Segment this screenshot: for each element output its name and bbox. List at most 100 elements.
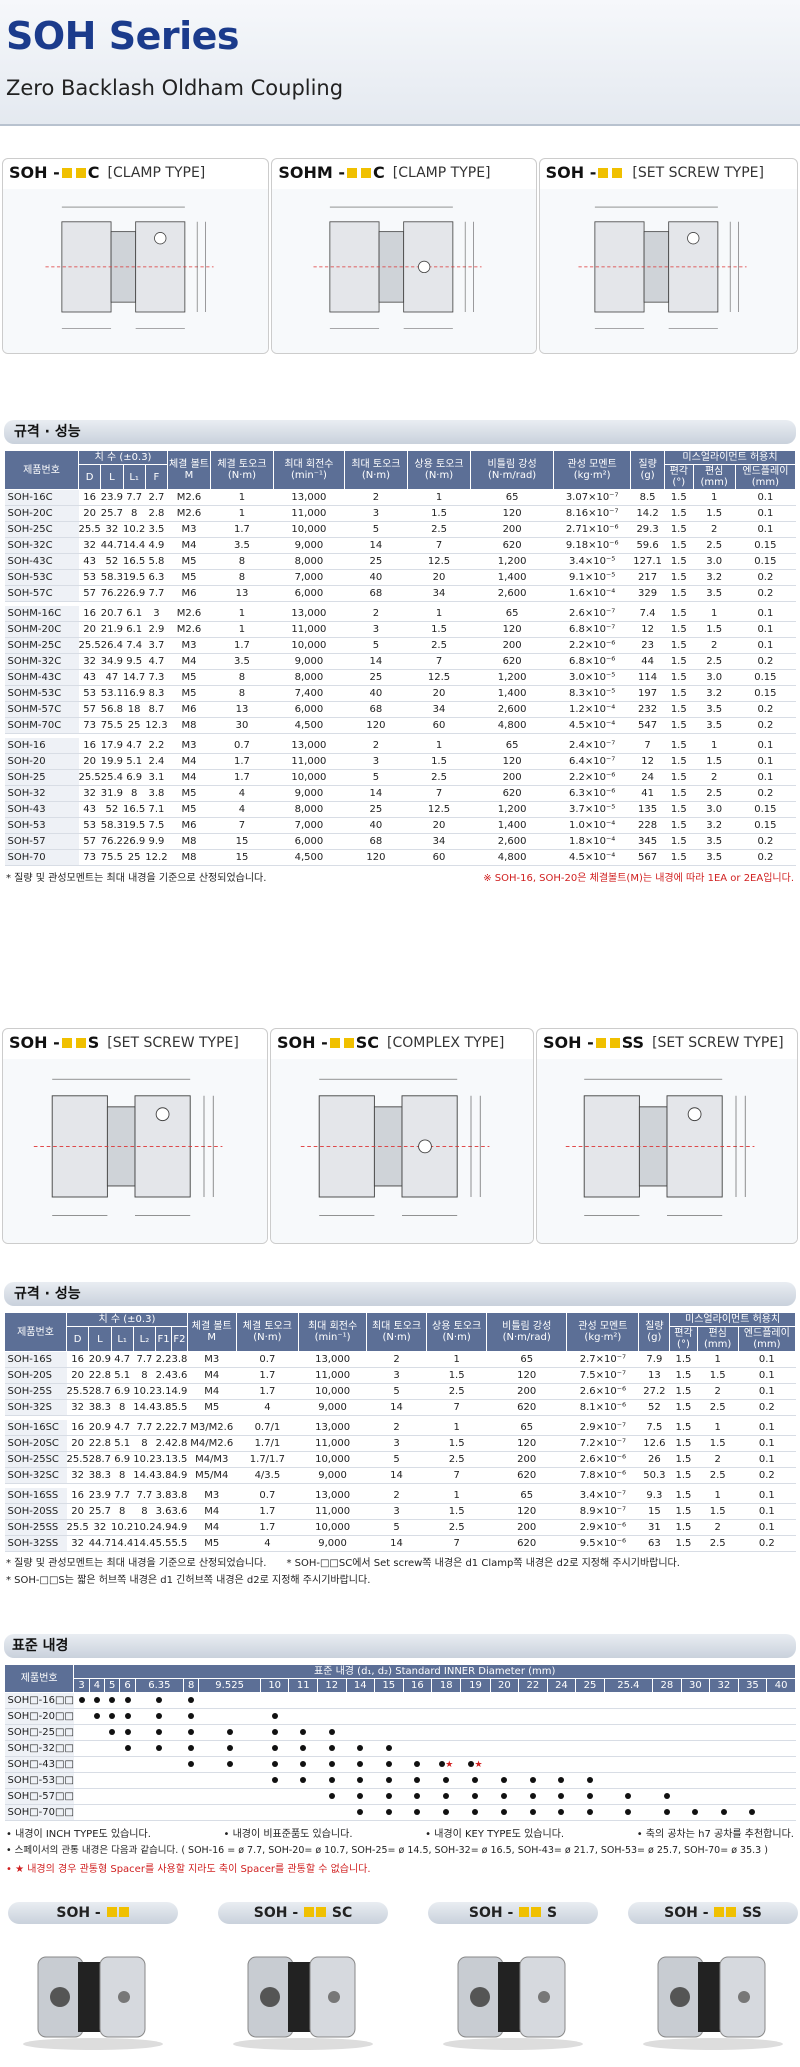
placeholder-square <box>304 1907 315 1917</box>
value-cell: 73 <box>78 849 101 866</box>
model-cell: SOHM-20C <box>4 621 79 638</box>
bore-cell <box>575 1692 605 1709</box>
value-cell: 1.5 <box>697 1503 739 1520</box>
value-cell: 2.71×10⁻⁶ <box>553 521 631 538</box>
bore-cell <box>738 1708 767 1725</box>
available-dot-icon <box>188 1761 195 1767</box>
bore-cell <box>135 1708 184 1725</box>
available-dot-icon <box>357 1745 364 1751</box>
sub-header: D <box>65 1326 90 1352</box>
bore-cell <box>135 1772 184 1789</box>
value-cell: 2.7 <box>171 1419 188 1436</box>
placeholder-square <box>316 1907 327 1917</box>
value-cell: 32 <box>66 1467 89 1484</box>
available-dot-icon <box>156 1745 163 1751</box>
value-cell: 10.2 <box>111 1519 134 1536</box>
bore-cell <box>198 1708 261 1725</box>
available-dot-icon <box>271 1777 278 1783</box>
bore-cell <box>288 1708 318 1725</box>
bore-cell <box>260 1724 289 1741</box>
value-cell: 3 <box>344 505 408 522</box>
value-cell: 50.3 <box>638 1467 670 1484</box>
value-cell: M4 <box>167 753 211 770</box>
available-dot-icon <box>385 1777 392 1783</box>
value-cell: 7.5 <box>638 1419 670 1436</box>
bore-cell <box>73 1788 90 1805</box>
bore-size: 8 <box>183 1678 200 1693</box>
value-cell: 2.2 <box>145 737 168 754</box>
bore-cell <box>604 1804 653 1821</box>
value-cell: M4/M3 <box>187 1451 237 1468</box>
value-cell: 20 <box>78 621 101 638</box>
value-cell: 0.1 <box>738 1519 796 1536</box>
spec-table-2: 제품번호 치 수 (±0.3) 체결 볼트 M 체결 토오크 (N·m) 최대 회전수 … <box>4 1312 797 1552</box>
value-cell: 547 <box>630 717 665 734</box>
value-cell: 16.5 <box>123 553 146 570</box>
bore-cell <box>89 1724 105 1741</box>
value-cell: 40 <box>344 685 408 702</box>
value-cell: 8.1×10⁻⁶ <box>566 1399 639 1416</box>
bore-cell <box>709 1740 739 1757</box>
value-cell: 7.7 <box>133 1487 156 1504</box>
star-icon: ★ <box>474 1760 483 1770</box>
model-cell: SOH-25SS <box>4 1519 67 1536</box>
value-cell: 2.5 <box>697 1399 739 1416</box>
drawing-panel: SOHM - C [CLAMP TYPE] <box>271 158 537 354</box>
value-cell: 14.7 <box>123 669 146 686</box>
value-cell: 6.8×10⁻⁶ <box>553 653 631 670</box>
bore-cell <box>604 1772 653 1789</box>
coupling-drawing-icon <box>33 1078 223 1216</box>
value-cell: 0.15 <box>735 685 796 702</box>
bore-cell <box>738 1740 767 1757</box>
bore-cell: ★ <box>431 1756 461 1773</box>
value-cell: M6 <box>167 585 211 602</box>
drawing-suffix: SC <box>355 1033 379 1052</box>
bore-cell <box>374 1692 404 1709</box>
value-cell: 7.8×10⁻⁶ <box>566 1467 639 1484</box>
model-cell: SOH-53 <box>4 817 79 834</box>
value-cell: 34 <box>407 585 471 602</box>
value-cell: 5 <box>366 1451 427 1468</box>
value-cell: M5 <box>167 785 211 802</box>
bore-cell <box>198 1788 261 1805</box>
drawing-model: SOH - <box>9 1033 60 1052</box>
bore-cell <box>490 1804 519 1821</box>
value-cell: 20 <box>407 817 471 834</box>
value-cell: 60 <box>407 849 471 866</box>
value-cell: 25.5 <box>66 1451 89 1468</box>
table-row: SOH□-70□□ <box>4 1804 796 1821</box>
table-row: SOH-53C 53 58.3 19.5 6.3 M5 8 7,000 40 20 1,400 9.1… <box>4 569 796 586</box>
placeholder-square <box>75 167 86 178</box>
product-suffix: SS <box>737 1905 762 1921</box>
value-cell: 65 <box>486 1419 567 1436</box>
bore-cell <box>198 1740 261 1757</box>
value-cell: 9,000 <box>298 1467 367 1484</box>
table-row: SOH-20SS 20 25.7 8 8 3.6 3.6 M4 1.7 11,000 3 1.5 120… <box>4 1503 796 1520</box>
value-cell: 2 <box>366 1351 427 1368</box>
t2-note-1b: * SOH-□□SC에서 Set screw쪽 내경은 d1 Clamp쪽 내경… <box>286 1558 680 1569</box>
value-cell: 32 <box>78 537 101 554</box>
placeholder-square <box>106 1907 117 1917</box>
bore-cell <box>709 1756 739 1773</box>
value-cell: 75.5 <box>100 717 124 734</box>
value-cell: 3.5 <box>693 849 736 866</box>
value-cell: 16 <box>66 1419 89 1436</box>
value-cell: 7 <box>426 1399 487 1416</box>
value-cell: 114 <box>630 669 665 686</box>
bore-cell <box>575 1788 605 1805</box>
value-cell: 8.5 <box>630 489 665 506</box>
value-cell: 3 <box>366 1435 427 1452</box>
value-cell: 25.5 <box>66 1383 89 1400</box>
value-cell: 10,000 <box>298 1519 367 1536</box>
value-cell: 7,000 <box>273 569 345 586</box>
bore-cell <box>604 1724 653 1741</box>
bore-cell <box>135 1692 184 1709</box>
value-cell: 1,200 <box>470 801 554 818</box>
value-cell: 14 <box>366 1467 427 1484</box>
available-dot-icon <box>357 1793 364 1799</box>
placeholder-square <box>595 1037 606 1048</box>
value-cell: 3.1 <box>155 1451 172 1468</box>
value-cell: M4 <box>187 1519 237 1536</box>
col-header: 체결 토오크 (N·m) <box>235 1312 300 1352</box>
value-cell: 56.8 <box>100 701 124 718</box>
